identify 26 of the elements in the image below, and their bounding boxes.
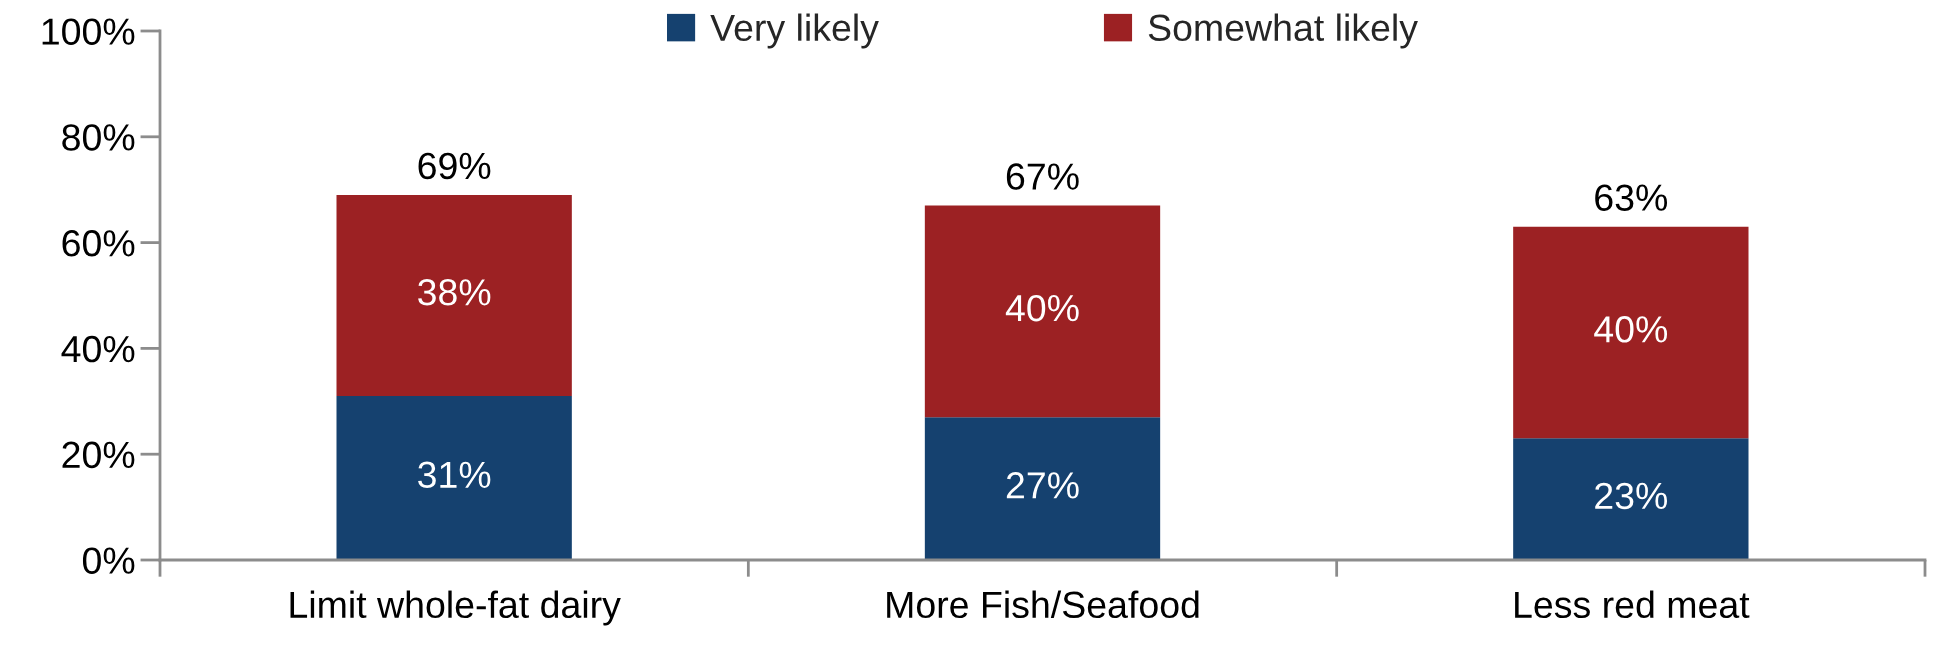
y-tick-label: 100% [42,18,135,45]
data-label: 31% [418,461,491,489]
bar [924,205,1161,418]
legend-label: Somewhat likely [1148,13,1418,49]
total-label: 67% [1006,163,1079,190]
total-label: 69% [418,152,491,180]
data-label: 38% [418,279,491,306]
bar [924,417,1161,560]
data-label: 27% [1006,472,1079,499]
y-tick-label: 60% [62,230,135,257]
legend-label: Very likely [710,13,879,49]
bar [336,194,572,397]
bar [1513,438,1749,560]
bar [336,396,572,560]
x-tick-label: Limit whole-fat dairy [290,590,621,626]
data-label: 23% [1595,482,1668,510]
y-tick-label: 20% [62,441,135,469]
y-tick-label: 0% [82,547,135,574]
y-tick-label: 40% [61,335,135,363]
data-label: 40% [1005,294,1079,322]
y-tick-label: 80% [62,124,135,151]
total-label: 63% [1595,184,1668,211]
bar [1513,226,1749,439]
data-label: 40% [1594,316,1668,343]
x-tick-label: Less red meat [1515,590,1750,619]
x-tick-label: More Fish/Seafood [887,590,1199,619]
